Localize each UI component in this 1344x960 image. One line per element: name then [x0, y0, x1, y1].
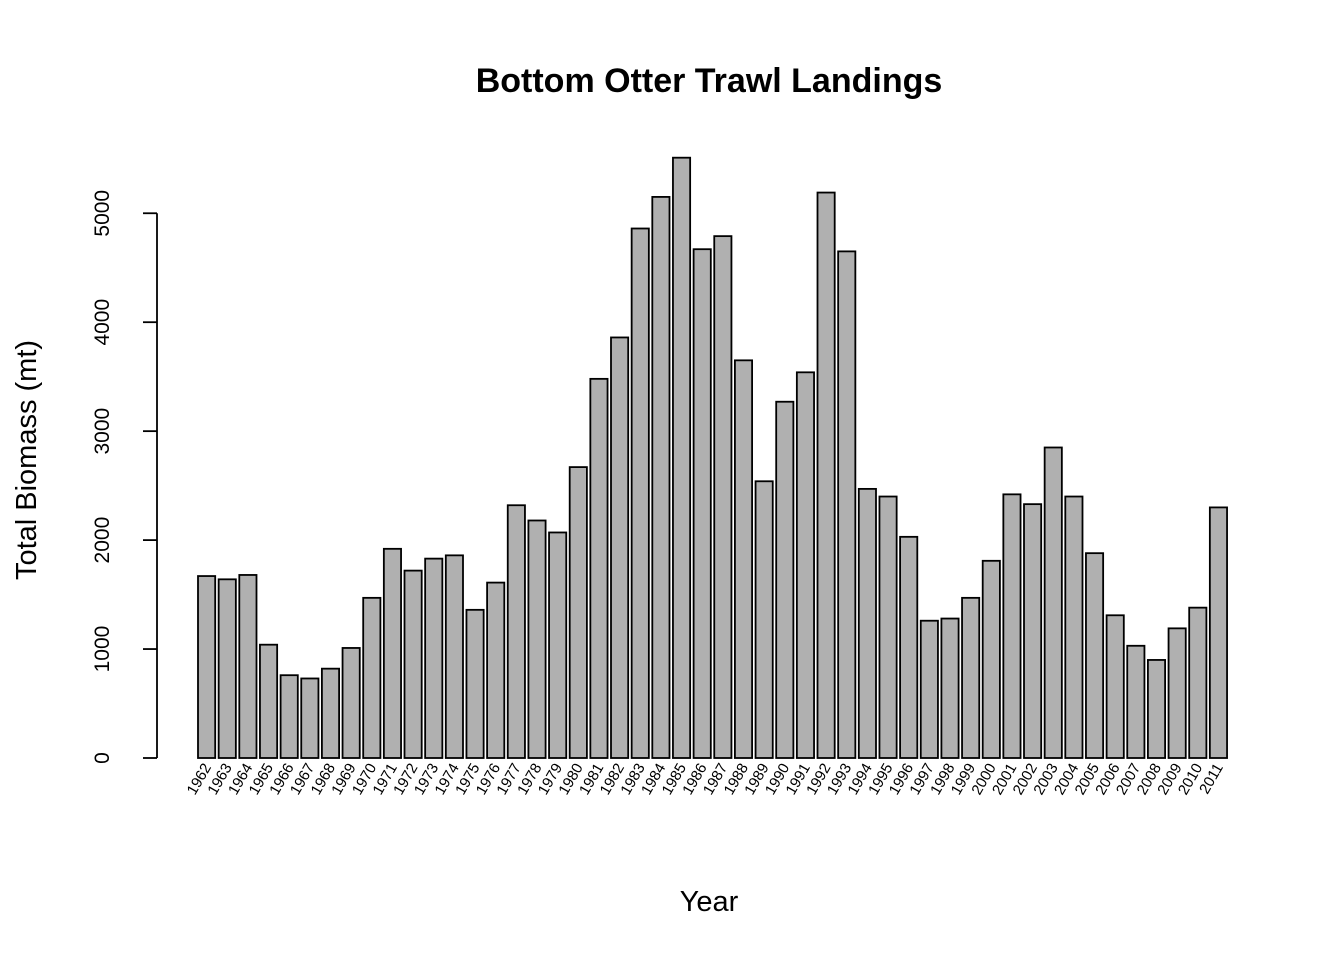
bar-1995 — [878, 495, 898, 759]
bar-1974 — [444, 554, 464, 759]
bar-1963 — [217, 578, 237, 759]
bar-1968 — [320, 667, 340, 759]
bar-1990 — [775, 400, 795, 759]
bar-1966 — [279, 674, 299, 759]
bar-2010 — [1188, 606, 1208, 759]
bars-group — [197, 156, 1228, 759]
bar-2009 — [1167, 627, 1187, 759]
bar-1982 — [610, 336, 630, 759]
x-axis-label: Year — [680, 886, 739, 918]
bar-1989 — [754, 480, 774, 759]
bar-2005 — [1085, 552, 1105, 759]
bar-2011 — [1208, 506, 1228, 759]
bar-2007 — [1126, 644, 1146, 759]
bar-1999 — [961, 596, 981, 759]
bar-1983 — [630, 227, 650, 759]
y-tick-label: 2000 — [91, 517, 114, 564]
x-tick-labels: 1962196319641965196619671968196919701971… — [184, 761, 1227, 798]
bar-1992 — [816, 191, 836, 759]
bar-1964 — [238, 574, 258, 759]
bar-2000 — [981, 559, 1001, 759]
bar-2001 — [1002, 493, 1022, 759]
bar-2008 — [1147, 659, 1167, 759]
bar-2002 — [1023, 503, 1043, 759]
bar-1993 — [837, 250, 857, 759]
bar-1987 — [713, 235, 733, 759]
bar-1967 — [300, 677, 320, 759]
bar-1972 — [403, 569, 423, 759]
bar-1971 — [382, 547, 402, 759]
bar-2004 — [1064, 495, 1084, 759]
bar-1976 — [486, 581, 506, 759]
bar-1994 — [857, 487, 877, 759]
bar-1973 — [424, 557, 444, 759]
y-tick-label: 0 — [91, 752, 114, 764]
bar-1998 — [940, 617, 960, 759]
chart-title: Bottom Otter Trawl Landings — [476, 62, 943, 100]
bar-1991 — [795, 371, 815, 759]
bar-1979 — [548, 531, 568, 759]
bar-2006 — [1105, 614, 1125, 759]
bar-2003 — [1043, 446, 1063, 759]
y-tick-label: 1000 — [91, 626, 114, 673]
bar-1975 — [465, 608, 485, 759]
y-tick-label: 5000 — [91, 190, 114, 237]
y-axis: 0 1000 2000 3000 4000 5000 — [91, 190, 158, 764]
bar-1970 — [362, 596, 382, 759]
y-axis-label: Total Biomass (mt) — [11, 340, 43, 580]
bar-1962 — [197, 575, 217, 759]
bar-1981 — [589, 377, 609, 759]
bar-1985 — [672, 156, 692, 759]
bar-1997 — [919, 619, 939, 759]
bar-1996 — [899, 535, 919, 759]
bar-1977 — [506, 504, 526, 759]
bar-1988 — [734, 359, 754, 759]
y-tick-label: 3000 — [91, 408, 114, 455]
bar-1978 — [527, 519, 547, 759]
bar-1984 — [651, 196, 671, 759]
bar-1986 — [692, 248, 712, 759]
y-tick-label: 4000 — [91, 299, 114, 346]
bar-1965 — [259, 643, 279, 759]
bar-1969 — [341, 647, 361, 759]
bar-1980 — [568, 466, 588, 759]
